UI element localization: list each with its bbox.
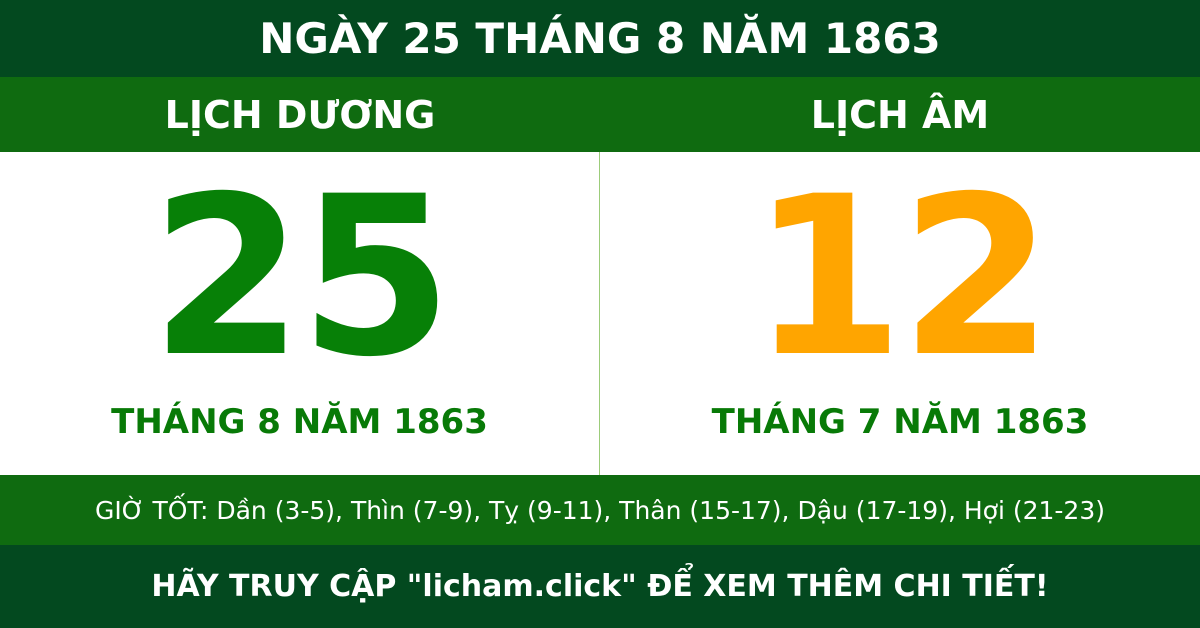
solar-column: 25 THÁNG 8 NĂM 1863 (0, 152, 600, 475)
lunar-column: 12 THÁNG 7 NĂM 1863 (600, 152, 1200, 475)
footer-cta: HÃY TRUY CẬP "licham.click" ĐỂ XEM THÊM … (0, 545, 1200, 628)
solar-month-year: THÁNG 8 NĂM 1863 (111, 402, 488, 442)
lunar-heading: LỊCH ÂM (810, 92, 990, 137)
calendar-body: 25 THÁNG 8 NĂM 1863 12 THÁNG 7 NĂM 1863 (0, 152, 1200, 475)
lunar-month-year: THÁNG 7 NĂM 1863 (711, 402, 1089, 442)
calendar-headings: LỊCH DƯƠNG LỊCH ÂM (0, 77, 1200, 152)
page-title: NGÀY 25 THÁNG 8 NĂM 1863 (0, 0, 1200, 77)
solar-day: 25 (150, 149, 452, 405)
good-hours: GIỜ TỐT: Dần (3-5), Thìn (7-9), Tỵ (9-11… (0, 475, 1200, 545)
solar-heading: LỊCH DƯƠNG (164, 92, 436, 137)
lunar-day: 12 (750, 149, 1053, 405)
